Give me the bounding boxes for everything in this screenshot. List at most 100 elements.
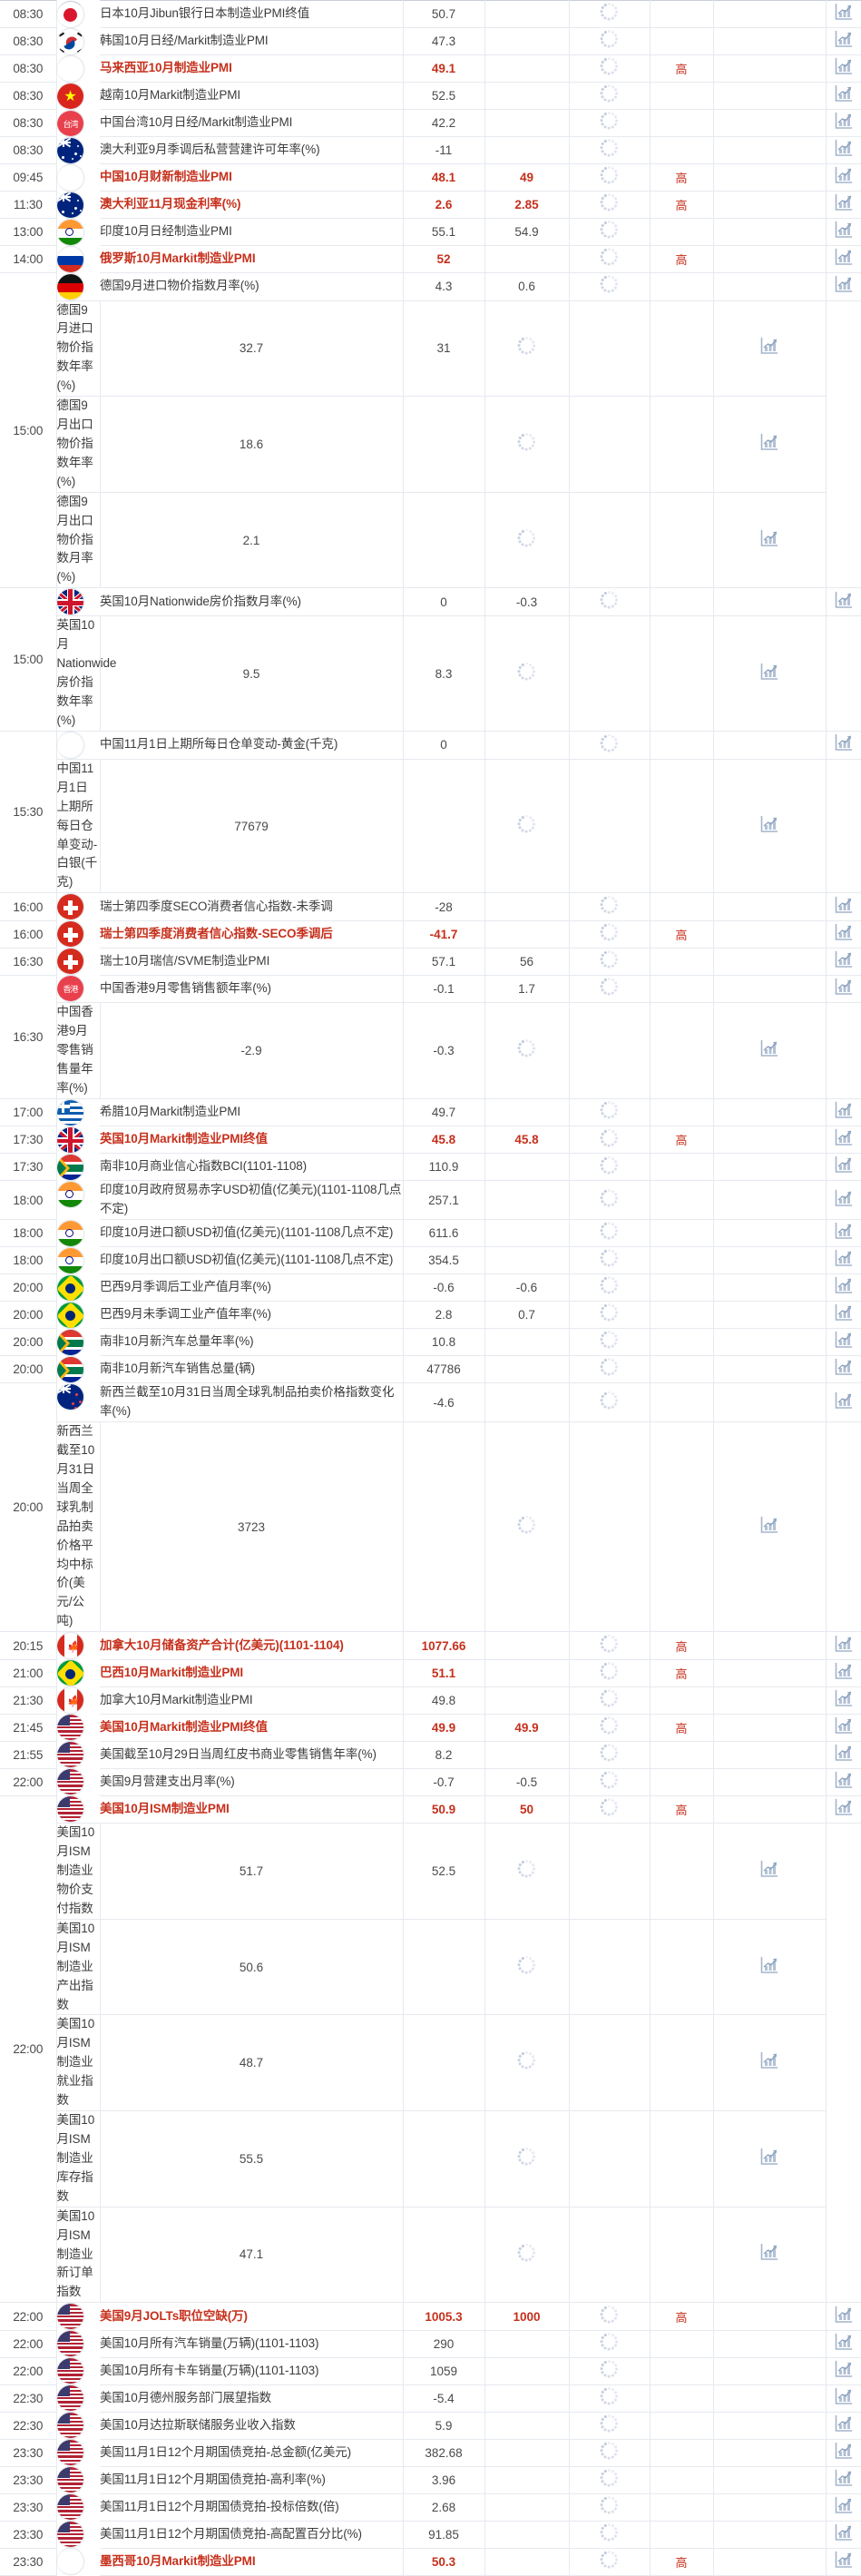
bar-chart-trend-icon[interactable] [834,1330,854,1350]
bar-chart-trend-icon[interactable] [834,1770,854,1790]
bar-chart-trend-icon[interactable] [834,1100,854,1120]
event-name[interactable]: 墨西哥10月Markit制造业PMI [100,2547,404,2576]
event-chart-cell[interactable] [826,1658,861,1687]
event-name[interactable]: 美国10月ISM制造业PMI [100,1794,404,1824]
calendar-row[interactable]: 08:30 日本10月Jibun银行日本制造业PMI终值 50.7 [0,0,861,28]
event-name[interactable]: 英国10月Nationwide房价指数月率(%) [100,587,404,617]
event-name[interactable]: 日本10月Jibun银行日本制造业PMI终值 [100,0,404,28]
bar-chart-trend-icon[interactable] [834,1797,854,1817]
event-name[interactable]: 美国10月ISM制造业新订单指数 [56,2206,101,2304]
event-chart-cell[interactable] [826,892,861,921]
bar-chart-trend-icon[interactable] [834,1275,854,1295]
event-name[interactable]: 巴西9月季调后工业产值月率(%) [100,1273,404,1303]
event-chart-cell[interactable] [826,919,861,949]
bar-chart-trend-icon[interactable] [834,1634,854,1654]
event-chart-cell[interactable] [826,2356,861,2385]
calendar-row[interactable]: 21:00 巴西10月Markit制造业PMI 51.1 高 [0,1658,861,1687]
bar-chart-trend-icon[interactable] [759,2242,779,2262]
event-name[interactable]: 瑞士第四季度消费者信心指数-SECO季调后 [100,919,404,949]
bar-chart-trend-icon[interactable] [834,2414,854,2433]
event-chart-cell[interactable] [826,1686,861,1715]
event-name[interactable]: 美国10月德州服务部门展望指数 [100,2384,404,2413]
calendar-row[interactable]: 23:30 美国11月1日12个月期国债竞拍-投标倍数(倍) 2.68 [0,2492,861,2522]
bar-chart-trend-icon[interactable] [834,2468,854,2488]
calendar-row[interactable]: 德国9月进口物价指数年率(%) 32.7 31 [0,300,861,398]
event-chart-cell[interactable] [713,2014,827,2112]
calendar-row[interactable]: 17:30 英国10月Markit制造业PMI终值 45.8 45.8 高 [0,1126,861,1155]
calendar-row[interactable]: 美国10月ISM制造业库存指数 55.5 [0,2110,861,2207]
calendar-row[interactable]: 美国10月ISM制造业就业指数 48.7 [0,2014,861,2112]
event-name[interactable]: 南非10月新汽车总量年率(%) [100,1328,404,1357]
event-name[interactable]: 美国10月达拉斯联储服务业收入指数 [100,2411,404,2440]
calendar-row[interactable]: 14:00 俄罗斯10月Markit制造业PMI 52 高 [0,245,861,273]
event-chart-cell[interactable] [826,1713,861,1742]
event-name[interactable]: 南非10月新汽车销售总量(辆) [100,1355,404,1384]
calendar-row[interactable]: 德国9月出口物价指数月率(%) 2.1 [0,491,861,589]
event-name[interactable]: 瑞士第四季度SECO消费者信心指数-未季调 [100,892,404,921]
event-chart-cell[interactable] [826,1246,861,1275]
event-name[interactable]: 马来西亚10月制造业PMI [100,54,404,83]
event-name[interactable]: 越南10月Markit制造业PMI [100,82,404,110]
event-chart-cell[interactable] [713,615,827,732]
event-name[interactable]: 印度10月进口额USD初值(亿美元)(1101-1108几点不定) [100,1219,404,1248]
bar-chart-trend-icon[interactable] [834,165,854,185]
event-name[interactable]: 巴西10月Markit制造业PMI [100,1658,404,1687]
event-name[interactable]: 美国10月ISM制造业库存指数 [56,2110,101,2207]
bar-chart-trend-icon[interactable] [834,192,854,212]
bar-chart-trend-icon[interactable] [759,2147,779,2167]
event-chart-cell[interactable] [826,82,861,110]
event-chart-cell[interactable] [826,2302,861,2331]
bar-chart-trend-icon[interactable] [759,662,779,682]
bar-chart-trend-icon[interactable] [834,1391,854,1411]
bar-chart-trend-icon[interactable] [759,528,779,548]
event-chart-cell[interactable] [713,300,827,398]
calendar-row[interactable]: 23:30 美国11月1日12个月期国债竞拍-总金额(亿美元) 382.68 [0,2438,861,2467]
event-name[interactable]: 韩国10月日经/Markit制造业PMI [100,27,404,55]
event-name[interactable]: 德国9月出口物价指数年率(%) [56,396,101,493]
calendar-row[interactable]: 22:00 美国10月所有汽车销量(万辆)(1101-1103) 290 [0,2329,861,2358]
event-chart-cell[interactable] [826,218,861,246]
event-chart-cell[interactable] [713,1823,827,1920]
event-name[interactable]: 美国10月ISM制造业就业指数 [56,2014,101,2112]
event-name[interactable]: 美国10月ISM制造业物价支付指数 [56,1823,101,1920]
event-chart-cell[interactable] [713,1002,827,1099]
bar-chart-trend-icon[interactable] [834,2386,854,2406]
calendar-row[interactable]: 中国11月1日上期所每日仓单变动-白银(千克) 77679 [0,758,861,894]
bar-chart-trend-icon[interactable] [759,336,779,356]
event-name[interactable]: 南非10月商业信心指数BCI(1101-1108) [100,1153,404,1182]
bar-chart-trend-icon[interactable] [834,1743,854,1763]
event-chart-cell[interactable] [826,2547,861,2576]
calendar-row[interactable]: 22:00 美国9月营建支出月率(%) -0.7 -0.5 [0,1767,861,1796]
calendar-row[interactable]: 16:00 瑞士第四季度SECO消费者信心指数-未季调 -28 [0,892,861,921]
calendar-row[interactable]: 22:30 美国10月达拉斯联储服务业收入指数 5.9 [0,2411,861,2440]
calendar-row[interactable]: 23:30 美国11月1日12个月期国债竞拍-高利率(%) 3.96 [0,2465,861,2494]
event-chart-cell[interactable] [826,1767,861,1796]
calendar-row[interactable]: 16:30 瑞士10月瑞信/SVME制造业PMI 57.1 56 [0,947,861,976]
event-name[interactable]: 英国10月Nationwide房价指数年率(%) [56,615,116,732]
event-name[interactable]: 印度10月出口额USD初值(亿美元)(1101-1108几点不定) [100,1246,404,1275]
calendar-row[interactable]: 美国10月ISM制造业产出指数 50.6 [0,1918,861,2016]
calendar-row[interactable]: 22:00 美国9月JOLTs职位空缺(万) 1005.3 1000 高 [0,2302,861,2331]
event-chart-cell[interactable] [826,1631,861,1660]
bar-chart-trend-icon[interactable] [834,1303,854,1322]
bar-chart-trend-icon[interactable] [759,814,779,834]
bar-chart-trend-icon[interactable] [759,2050,779,2070]
event-name[interactable]: 加拿大10月储备资产合计(亿美元)(1101-1104) [100,1631,404,1660]
event-name[interactable]: 美国9月营建支出月率(%) [100,1767,404,1796]
calendar-row[interactable]: 22:00 美国10月ISM制造业PMI 50.9 50 高 [0,1794,861,2304]
calendar-row[interactable]: 08:30 马来西亚10月制造业PMI 49.1 高 [0,54,861,83]
calendar-row[interactable]: 15:00 英国10月Nationwide房价指数月率(%) 0 -0.3 [0,587,861,732]
calendar-row[interactable]: 德国9月出口物价指数年率(%) 18.6 [0,396,861,493]
calendar-row[interactable]: 20:00 巴西9月未季调工业产值年率(%) 2.8 0.7 [0,1301,861,1330]
calendar-row[interactable]: 20:00 新西兰截至10月31日当周全球乳制品拍卖价格指数变化率(%) -4.6 [0,1382,861,1633]
event-chart-cell[interactable] [826,1328,861,1357]
bar-chart-trend-icon[interactable] [834,1357,854,1377]
event-chart-cell[interactable] [826,163,861,192]
event-name[interactable]: 印度10月日经制造业PMI [100,218,404,246]
event-name[interactable]: 德国9月进口物价指数月率(%) [100,272,404,301]
event-name[interactable]: 德国9月进口物价指数年率(%) [56,300,101,398]
bar-chart-trend-icon[interactable] [834,84,854,103]
event-chart-cell[interactable] [713,758,827,894]
event-chart-cell[interactable] [826,245,861,273]
event-chart-cell[interactable] [826,2329,861,2358]
